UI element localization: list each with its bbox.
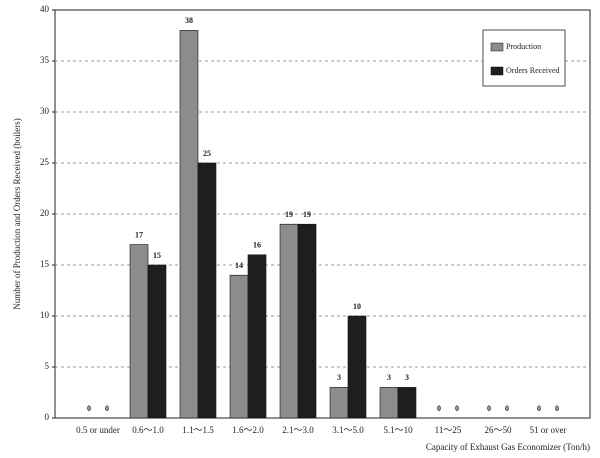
legend-label: Production	[506, 42, 541, 51]
y-tick-label: 25	[40, 157, 50, 167]
x-tick-label: 2.1～3.0	[282, 425, 314, 435]
data-label: 16	[253, 241, 261, 250]
data-label: 3	[337, 373, 341, 382]
data-label: 0	[455, 404, 459, 413]
y-tick-label: 15	[40, 259, 50, 269]
y-tick-label: 35	[40, 55, 50, 65]
bar	[229, 274, 249, 419]
y-tick-label: 20	[40, 208, 50, 218]
data-label: 0	[555, 404, 559, 413]
x-tick-label: 11～25	[435, 425, 462, 435]
y-tick-label: 10	[40, 310, 50, 320]
y-tick-label: 5	[45, 361, 50, 371]
x-tick-label: 5.1～10	[383, 425, 413, 435]
data-label: 15	[153, 251, 161, 260]
bar	[179, 30, 199, 419]
x-tick-label: 0.6～1.0	[132, 425, 164, 435]
legend-swatch	[490, 66, 504, 76]
data-label: 10	[353, 302, 361, 311]
bar	[197, 162, 217, 419]
bar	[129, 244, 149, 419]
data-label: 0	[487, 404, 491, 413]
y-tick-label: 30	[40, 106, 50, 116]
bar	[379, 387, 399, 419]
x-tick-label: 1.1～1.5	[182, 425, 214, 435]
x-tick-label: 0.5 or under	[76, 425, 120, 435]
data-label: 19	[303, 210, 311, 219]
bar	[329, 387, 349, 419]
legend-box	[482, 29, 566, 87]
data-label: 14	[235, 261, 243, 270]
data-label: 3	[405, 373, 409, 382]
x-axis-label: Capacity of Exhaust Gas Economizer (Ton/…	[426, 442, 590, 452]
y-tick-label: 0	[45, 412, 50, 422]
x-tick-label: 3.1～5.0	[332, 425, 364, 435]
data-label: 0	[505, 404, 509, 413]
y-axis-label: Number of Production and Orders Received…	[12, 118, 22, 309]
bar	[279, 223, 299, 419]
data-label: 25	[203, 149, 211, 158]
y-tick-label: 40	[40, 4, 50, 14]
data-label: 19	[285, 210, 293, 219]
data-label: 17	[135, 230, 143, 239]
data-label: 0	[537, 404, 541, 413]
bar	[247, 254, 267, 419]
bar	[347, 315, 367, 419]
data-label: 3	[387, 373, 391, 382]
data-label: 0	[105, 404, 109, 413]
data-label: 0	[437, 404, 441, 413]
data-label: 38	[185, 16, 193, 25]
legend-label: Orders Received	[506, 66, 560, 75]
data-label: 0	[87, 404, 91, 413]
x-tick-label: 1.6～2.0	[232, 425, 264, 435]
bar	[147, 264, 167, 419]
bar	[297, 223, 317, 419]
bar	[397, 387, 417, 419]
x-tick-label: 51 or over	[530, 425, 567, 435]
x-tick-label: 26～50	[484, 425, 512, 435]
legend-swatch	[490, 42, 504, 52]
